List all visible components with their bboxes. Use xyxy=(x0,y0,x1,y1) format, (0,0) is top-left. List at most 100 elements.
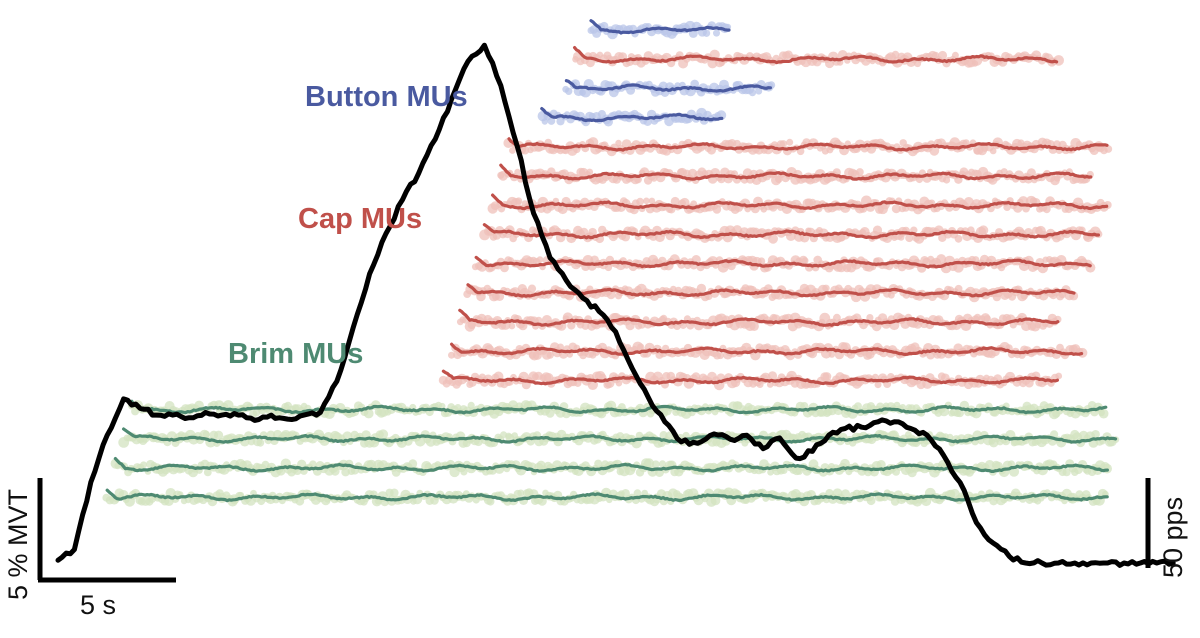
discharge-dot xyxy=(546,351,554,359)
force-trace xyxy=(55,42,1176,568)
discharge-dot xyxy=(955,409,965,418)
discharge-dot xyxy=(1003,203,1011,211)
discharge-dot xyxy=(581,322,590,330)
cap-mu-7-rate-trace xyxy=(491,193,1109,211)
discharge-dot xyxy=(929,145,940,156)
discharge-dot xyxy=(822,284,830,292)
button-mu-1-rate-trace xyxy=(589,19,731,35)
discharge-dot xyxy=(508,322,516,330)
discharge-dot xyxy=(527,284,537,293)
discharge-dot xyxy=(615,379,623,387)
discharge-dot xyxy=(203,468,212,477)
discharge-dot xyxy=(1055,372,1063,380)
rate-scale-label: 50 pps xyxy=(1158,497,1188,578)
discharge-dot xyxy=(460,468,468,476)
discharge-dot xyxy=(378,429,389,440)
discharge-dot xyxy=(670,196,680,206)
cap-mu-11-rate-trace xyxy=(458,308,1060,327)
cap-mu-10-rate-trace xyxy=(466,283,1076,298)
discharge-dot xyxy=(891,204,901,214)
discharge-dot xyxy=(828,351,836,358)
discharge-dot xyxy=(779,140,788,148)
discharge-dot xyxy=(755,87,763,95)
discharge-dot xyxy=(767,469,774,476)
discharge-dot xyxy=(214,430,224,440)
discharge-dot xyxy=(565,87,573,96)
discharge-dot xyxy=(140,461,148,469)
discharge-dot xyxy=(545,409,555,418)
discharge-dot xyxy=(615,139,622,147)
button-mu-3-rate-trace xyxy=(564,79,772,93)
discharge-dot xyxy=(702,29,711,37)
brim-mu-17-rate-trace xyxy=(105,488,1109,503)
cap-mu-13-rate-trace xyxy=(441,369,1059,386)
cap-mu-12-rate-trace xyxy=(450,342,1084,356)
discharge-dot xyxy=(567,321,576,330)
discharge-dot xyxy=(874,381,882,389)
discharge-dot xyxy=(606,496,613,504)
discharge-dot xyxy=(467,401,475,409)
discharge-dot xyxy=(202,430,210,438)
discharge-dot xyxy=(717,352,724,360)
discharge-dot xyxy=(651,460,660,469)
discharge-dot xyxy=(905,233,914,243)
cap-mu-2-rate-trace xyxy=(573,46,1059,65)
discharge-dot xyxy=(408,459,418,469)
discharge-dot xyxy=(509,147,516,154)
discharge-dot xyxy=(586,168,594,176)
scale-bars: 5 % MVT 5 s 50 pps xyxy=(3,478,1188,620)
rate-traces-layer xyxy=(105,19,1118,503)
discharge-dot xyxy=(547,117,556,125)
discharge-dot xyxy=(786,138,794,146)
cap-mu-6-rate-trace xyxy=(499,163,1093,181)
discharge-dot xyxy=(309,460,317,469)
discharge-dot xyxy=(840,458,850,469)
discharge-dot xyxy=(891,50,900,59)
brim-mu-15-rate-trace xyxy=(122,427,1118,444)
discharge-dot xyxy=(256,438,265,447)
force-scale-label: 5 % MVT xyxy=(3,489,33,600)
discharge-dot xyxy=(535,316,543,324)
brim-mu-16-rate-trace xyxy=(113,457,1109,473)
discharge-dot xyxy=(1104,145,1113,153)
discharge-dot xyxy=(536,256,544,263)
discharge-dot xyxy=(1042,205,1051,214)
discharge-dot xyxy=(767,371,778,381)
discharge-dot xyxy=(588,227,597,237)
discharge-dot xyxy=(648,197,656,205)
discharge-dot xyxy=(866,496,876,506)
brim-mus-label: Brim MUs xyxy=(228,338,363,370)
discharge-dot xyxy=(514,168,521,176)
force-trace-layer xyxy=(55,42,1176,568)
discharge-dot xyxy=(757,257,766,265)
discharge-dot xyxy=(841,489,850,499)
cap-mu-9-rate-trace xyxy=(474,255,1092,269)
button-mus-label: Button MUs xyxy=(305,81,468,113)
discharge-dot xyxy=(936,254,947,265)
discharge-dot xyxy=(515,197,523,205)
time-scale-label: 5 s xyxy=(80,590,116,620)
discharge-dot xyxy=(822,372,832,381)
brim-mu-14-rate-trace xyxy=(130,399,1108,415)
discharge-dot xyxy=(876,460,886,470)
discharge-dot xyxy=(749,321,759,331)
discharge-dot xyxy=(557,343,564,351)
discharge-dot xyxy=(637,343,645,351)
discharge-dot xyxy=(643,197,650,205)
cap-mu-8-rate-trace xyxy=(482,223,1100,240)
discharge-dot xyxy=(748,89,757,97)
discharge-dot xyxy=(486,497,495,506)
cap-mu-5-rate-trace xyxy=(507,137,1109,152)
discharge-dot xyxy=(1098,408,1109,419)
discharge-dot xyxy=(1026,168,1036,178)
discharge-dot xyxy=(696,283,707,294)
discharge-dot xyxy=(984,460,995,470)
discharge-dot xyxy=(801,257,809,265)
discharge-dot xyxy=(636,197,644,206)
discharge-dot xyxy=(983,315,991,323)
discharge-dot xyxy=(495,291,505,301)
discharge-dot xyxy=(1022,204,1030,213)
discharge-dot xyxy=(520,145,530,155)
discharge-dot xyxy=(643,458,655,469)
discharge-dot xyxy=(866,314,874,322)
